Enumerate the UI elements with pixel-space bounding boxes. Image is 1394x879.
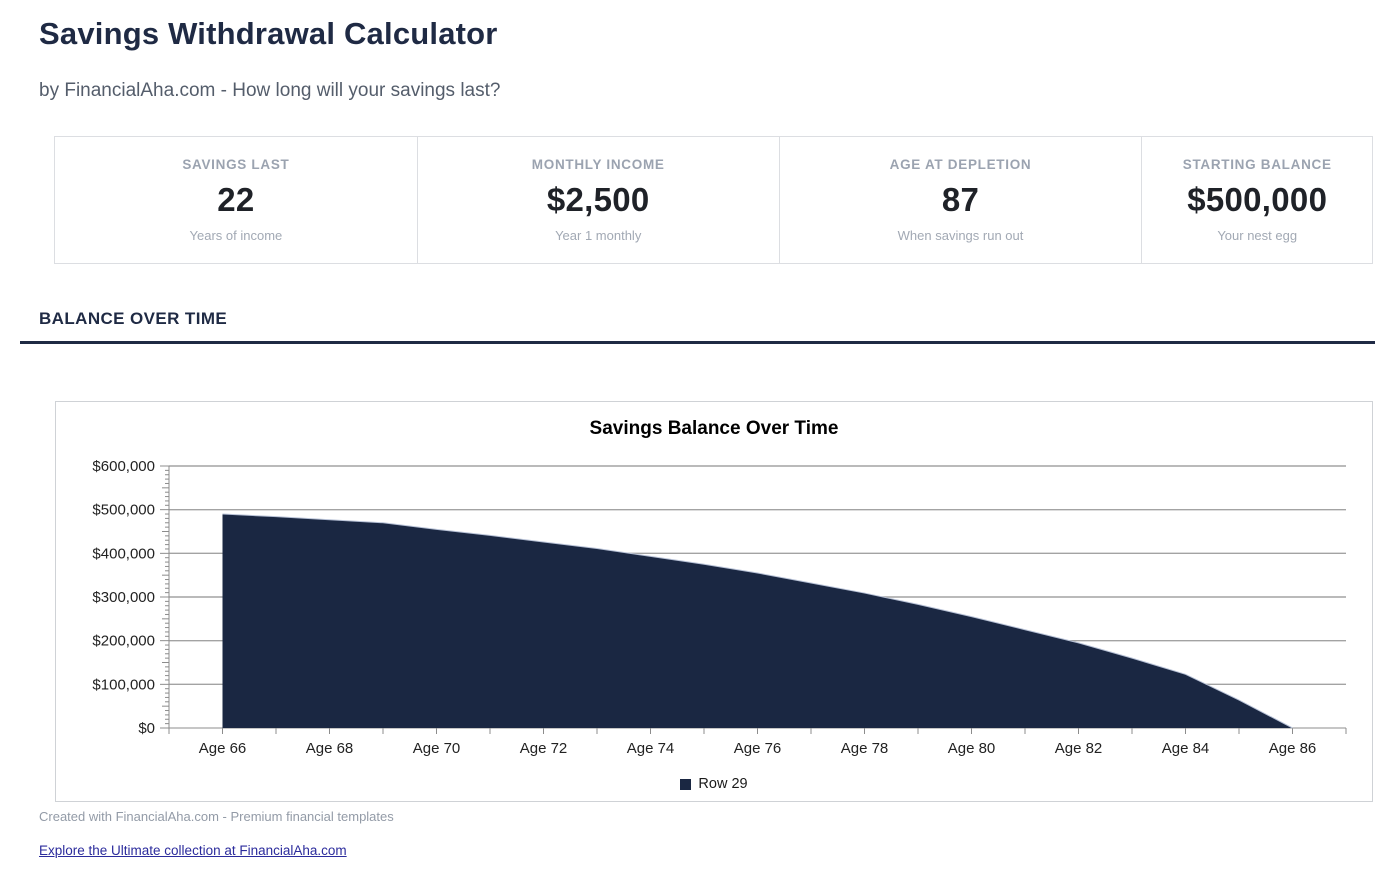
footer-note: Created with FinancialAha.com - Premium …: [39, 809, 394, 824]
section-title: BALANCE OVER TIME: [39, 309, 228, 328]
svg-text:$500,000: $500,000: [92, 502, 155, 519]
svg-text:Age 70: Age 70: [413, 740, 461, 757]
svg-text:$600,000: $600,000: [92, 458, 155, 475]
stat-card-age-at-depletion: AGE AT DEPLETION 87 When savings run out: [780, 137, 1143, 263]
stat-caption: Years of income: [189, 228, 283, 243]
chart-title: Savings Balance Over Time: [589, 418, 839, 439]
svg-text:Age 84: Age 84: [1162, 740, 1210, 757]
page-title: Savings Withdrawal Calculator: [39, 16, 498, 51]
explore-collection-link[interactable]: Explore the Ultimate collection at Finan…: [39, 843, 347, 858]
svg-text:Age 76: Age 76: [734, 740, 782, 757]
svg-text:$200,000: $200,000: [92, 633, 155, 650]
legend-swatch-icon: [680, 778, 692, 790]
stat-value: $2,500: [546, 181, 650, 218]
svg-text:Age 66: Age 66: [199, 740, 247, 757]
stat-card-monthly-income: MONTHLY INCOME $2,500 Year 1 monthly: [418, 137, 780, 263]
svg-text:$100,000: $100,000: [92, 676, 155, 693]
section-divider: [20, 341, 1375, 344]
stat-label: MONTHLY INCOME: [531, 157, 665, 172]
stat-card-savings-last: SAVINGS LAST 22 Years of income: [55, 137, 418, 263]
svg-text:Age 78: Age 78: [841, 740, 889, 757]
svg-text:$0: $0: [138, 720, 155, 737]
savings-area-chart: $0 $100,000 $200,000 $300,000 $400,000 $500,0…: [92, 458, 1347, 757]
chart-legend: Row 29: [56, 776, 1372, 792]
stat-value: $500,000: [1187, 181, 1328, 218]
stat-value: 22: [217, 181, 255, 218]
svg-text:$300,000: $300,000: [92, 589, 155, 606]
svg-text:Age 86: Age 86: [1269, 740, 1317, 757]
stat-label: STARTING BALANCE: [1182, 157, 1332, 172]
stat-label: AGE AT DEPLETION: [889, 157, 1032, 172]
svg-text:Age 80: Age 80: [948, 740, 996, 757]
svg-text:Age 74: Age 74: [627, 740, 675, 757]
legend-label: Row 29: [698, 776, 748, 792]
report-page: Savings Withdrawal Calculator by Financi…: [20, 16, 1375, 858]
stats-row: SAVINGS LAST 22 Years of income MONTHLY …: [54, 136, 1373, 264]
chart-container: Savings Balance Over Time $0 $100,000 $200…: [55, 401, 1373, 802]
stat-caption: Your nest egg: [1217, 228, 1298, 243]
stat-value: 87: [941, 181, 980, 218]
stat-card-starting-balance: STARTING BALANCE $500,000 Your nest egg: [1142, 137, 1372, 263]
stat-label: SAVINGS LAST: [182, 157, 290, 172]
svg-text:$400,000: $400,000: [92, 545, 155, 562]
svg-text:Age 68: Age 68: [306, 740, 354, 757]
svg-text:Age 72: Age 72: [520, 740, 568, 757]
stat-caption: Year 1 monthly: [555, 228, 642, 243]
stat-caption: When savings run out: [897, 228, 1024, 243]
svg-text:Age 82: Age 82: [1055, 740, 1103, 757]
page-subtitle: by FinancialAha.com - How long will your…: [39, 80, 501, 101]
